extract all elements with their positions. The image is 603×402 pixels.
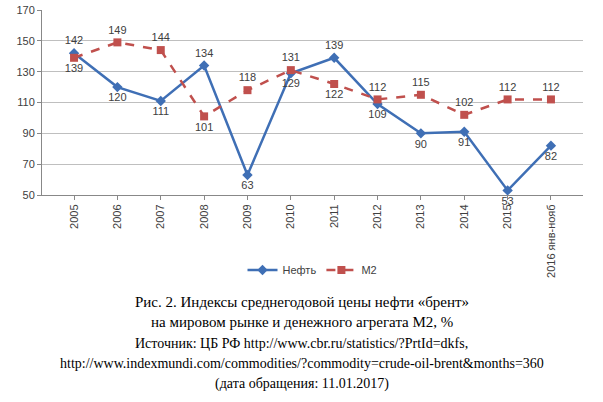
svg-text:M2: M2 <box>361 264 376 276</box>
svg-text:111: 111 <box>152 105 169 117</box>
svg-text:149: 149 <box>108 24 126 36</box>
svg-text:90: 90 <box>23 127 35 139</box>
svg-text:101: 101 <box>195 121 213 133</box>
svg-text:150: 150 <box>16 35 34 47</box>
svg-text:2014: 2014 <box>458 204 470 228</box>
svg-text:112: 112 <box>499 81 517 93</box>
svg-text:112: 112 <box>542 81 560 93</box>
svg-text:120: 120 <box>108 91 126 103</box>
svg-text:на мировом рынке и денежного а: на мировом рынке и денежного агрегата М2… <box>151 314 453 330</box>
svg-text:109: 109 <box>368 108 386 120</box>
svg-text:http://www.indexmundi.com/comm: http://www.indexmundi.com/commodities/?c… <box>60 356 544 371</box>
svg-text:139: 139 <box>325 39 343 51</box>
svg-text:118: 118 <box>239 71 257 83</box>
svg-text:2009: 2009 <box>241 204 253 228</box>
svg-text:50: 50 <box>23 189 35 201</box>
svg-text:142: 142 <box>65 34 83 46</box>
svg-text:115: 115 <box>412 76 430 88</box>
svg-text:110: 110 <box>17 96 35 108</box>
svg-text:2006: 2006 <box>111 204 123 228</box>
svg-text:Источник: ЦБ РФ http://www.cbr: Источник: ЦБ РФ http://www.cbr.ru/statis… <box>135 336 468 351</box>
svg-text:122: 122 <box>325 88 343 100</box>
svg-text:170: 170 <box>16 4 34 16</box>
svg-text:134: 134 <box>195 47 213 59</box>
svg-text:70: 70 <box>23 158 35 170</box>
svg-text:82: 82 <box>545 150 557 162</box>
svg-text:2007: 2007 <box>154 204 166 228</box>
svg-text:2005: 2005 <box>68 204 80 228</box>
svg-text:2008: 2008 <box>198 204 210 228</box>
svg-text:63: 63 <box>241 179 253 191</box>
svg-text:112: 112 <box>369 81 387 93</box>
svg-text:90: 90 <box>415 138 427 150</box>
svg-text:Нефть: Нефть <box>283 264 317 276</box>
svg-text:139: 139 <box>65 62 83 74</box>
svg-text:2012: 2012 <box>371 204 383 228</box>
svg-text:2016 янв-нояб: 2016 янв-нояб <box>545 204 557 278</box>
svg-text:2010: 2010 <box>284 204 296 228</box>
svg-text:2013: 2013 <box>414 204 426 228</box>
svg-text:2015: 2015 <box>501 204 513 228</box>
svg-text:91: 91 <box>458 136 470 148</box>
svg-text:144: 144 <box>152 31 170 43</box>
svg-text:131: 131 <box>282 51 300 63</box>
svg-text:2011: 2011 <box>328 204 340 228</box>
svg-text:Рис. 2. Индексы среднегодовой: Рис. 2. Индексы среднегодовой цены нефти… <box>135 294 469 310</box>
svg-text:130: 130 <box>16 66 34 78</box>
svg-text:129: 129 <box>282 77 300 89</box>
svg-text:(дата обращения: 11.01.2017): (дата обращения: 11.01.2017) <box>215 376 389 392</box>
svg-text:102: 102 <box>455 96 473 108</box>
svg-text:53: 53 <box>501 195 513 207</box>
